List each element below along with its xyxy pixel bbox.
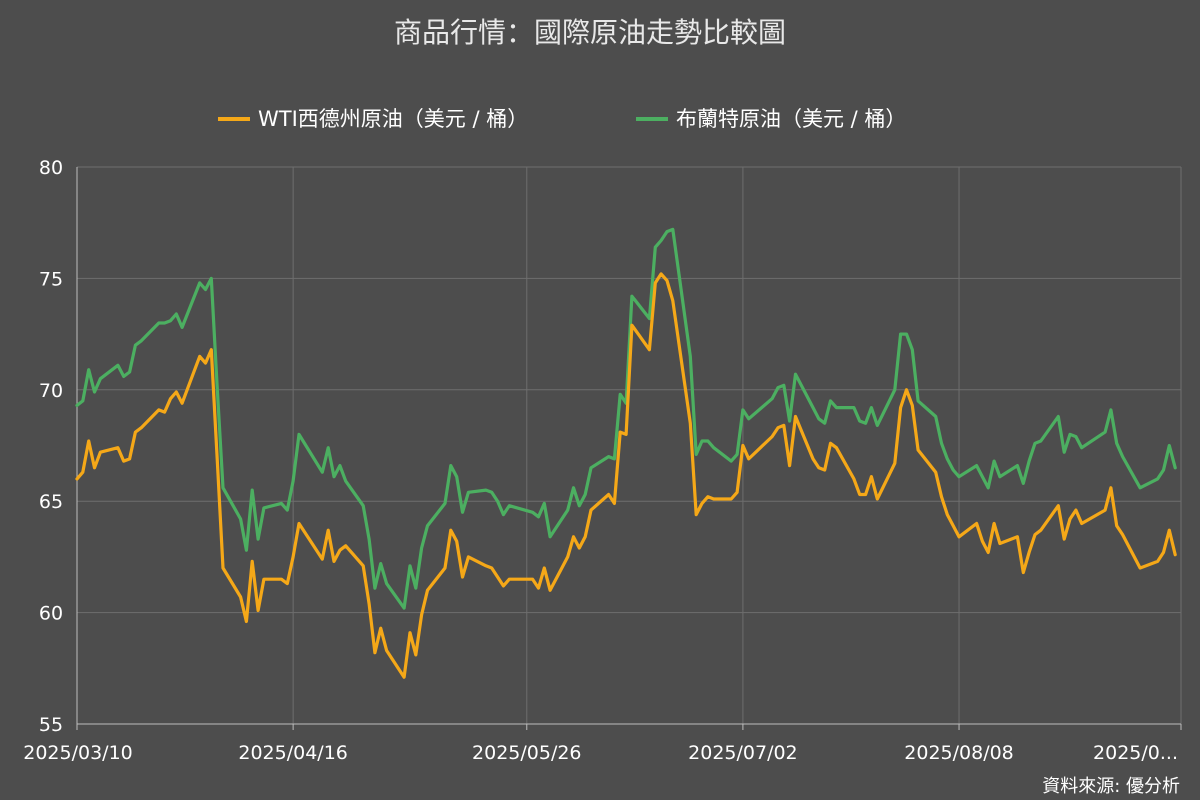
y-tick-label: 75 [39, 268, 63, 290]
series-line-wti [75, 272, 1177, 679]
x-tick-label: 2025/07/02 [688, 742, 798, 764]
legend: WTI西德州原油（美元 / 桶） 布蘭特原油（美元 / 桶） [218, 107, 906, 131]
y-tick-label: 70 [39, 380, 63, 402]
x-tick-label: 2025/04/16 [238, 742, 348, 764]
legend-label-wti: WTI西德州原油（美元 / 桶） [258, 107, 528, 131]
series-line-brent [75, 227, 1177, 610]
y-tick-label: 55 [39, 714, 63, 736]
source-note: 資料來源: 優分析 [1042, 776, 1180, 797]
x-tick-label: 2025/05/26 [472, 742, 582, 764]
chart-title: 商品行情：國際原油走勢比較圖 [394, 16, 786, 49]
x-tick-label: 2025/03/10 [23, 742, 133, 764]
axes: 80 75 70 65 60 55 2025/03/10 2025/04/16 2025/05/… [23, 157, 1182, 764]
legend-label-brent: 布蘭特原油（美元 / 桶） [676, 107, 906, 131]
x-tick-label: 2025/08/08 [904, 742, 1014, 764]
y-tick-label: 80 [39, 157, 63, 179]
y-tick-label: 65 [39, 491, 63, 513]
series-lines [75, 227, 1177, 679]
y-tick-label: 60 [39, 603, 63, 625]
grid [76, 166, 1182, 724]
x-tick-label: 2025/0... [1093, 742, 1178, 764]
